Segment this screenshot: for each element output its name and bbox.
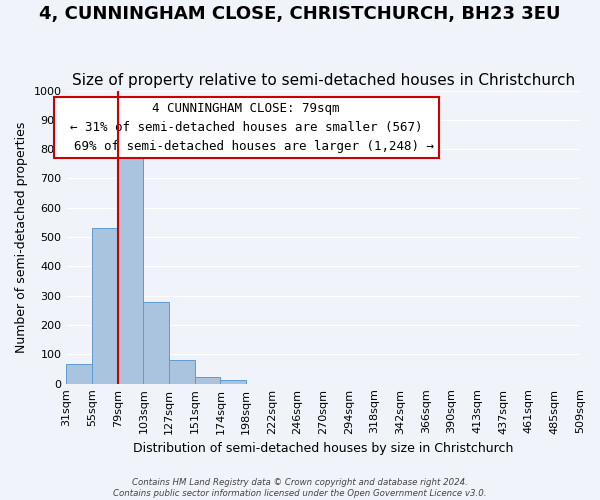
Bar [118,142,143,384]
Bar [143,302,169,384]
X-axis label: Distribution of semi-detached houses by size in Christchurch: Distribution of semi-detached houses by … [133,442,514,455]
Y-axis label: Number of semi-detached properties: Number of semi-detached properties [15,122,28,353]
Bar [169,360,195,384]
Text: 4 CUNNINGHAM CLOSE: 79sqm  
← 31% of semi-detached houses are smaller (567)
  69: 4 CUNNINGHAM CLOSE: 79sqm ← 31% of semi-… [59,102,434,154]
Title: Size of property relative to semi-detached houses in Christchurch: Size of property relative to semi-detach… [71,73,575,88]
Bar [92,228,118,384]
Bar [67,364,92,384]
Text: 4, CUNNINGHAM CLOSE, CHRISTCHURCH, BH23 3EU: 4, CUNNINGHAM CLOSE, CHRISTCHURCH, BH23 … [39,5,561,23]
Bar [220,380,246,384]
Bar [195,377,220,384]
Text: Contains HM Land Registry data © Crown copyright and database right 2024.
Contai: Contains HM Land Registry data © Crown c… [113,478,487,498]
